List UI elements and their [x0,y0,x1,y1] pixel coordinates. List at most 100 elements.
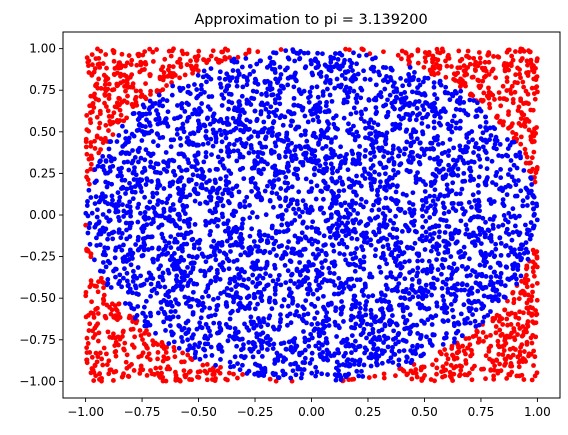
outside-point [476,83,482,89]
outside-point [213,376,218,381]
inside-point [89,210,95,216]
outside-point [472,66,478,72]
inside-point [202,335,207,341]
inside-point [297,56,302,62]
outside-point [433,357,439,363]
inside-point [357,323,363,329]
outside-point [85,59,91,65]
inside-point [352,338,358,344]
inside-point [105,170,111,176]
inside-point [352,226,357,232]
inside-point [178,88,183,93]
inside-point [307,360,313,366]
inside-point [367,216,372,221]
inside-point [241,176,247,182]
inside-point [346,121,351,127]
inside-point [368,363,374,369]
outside-point [107,367,113,373]
inside-point [430,198,436,204]
inside-point [170,179,176,185]
outside-point [135,52,141,57]
inside-point [212,312,218,318]
outside-point [223,55,228,61]
inside-point [208,66,214,71]
inside-point [403,78,409,84]
inside-point [362,153,368,159]
outside-point [226,370,232,376]
outside-point [83,144,89,150]
inside-point [419,295,425,301]
inside-point [150,257,156,262]
outside-point [162,56,168,62]
inside-point [254,214,260,220]
inside-point [377,337,383,342]
outside-point [505,298,510,304]
outside-point [516,364,522,370]
inside-point [313,110,318,116]
inside-point [206,267,212,273]
inside-point [123,220,129,226]
inside-point [124,186,130,192]
inside-point [224,71,230,77]
inside-point [481,230,487,236]
inside-point [305,268,311,274]
inside-point [413,176,419,182]
outside-point [94,283,99,289]
inside-point [301,50,307,56]
outside-point [100,279,105,285]
inside-point [239,336,245,342]
inside-point [265,322,271,328]
inside-point [171,257,177,262]
outside-point [119,99,125,105]
outside-point [531,273,537,279]
inside-point [392,247,398,253]
outside-point [413,367,419,372]
inside-point [237,305,243,310]
inside-point [223,300,229,305]
inside-point [186,160,192,166]
outside-point [523,88,529,94]
inside-point [154,190,160,196]
inside-point [417,336,423,341]
inside-point [491,285,496,291]
inside-point [481,303,487,309]
outside-point [516,296,522,302]
inside-point [205,285,211,291]
inside-point [306,281,312,287]
outside-point [503,360,509,366]
inside-point [108,285,114,290]
inside-point [242,250,248,255]
inside-point [105,236,110,242]
outside-point [102,82,108,88]
inside-point [325,135,331,141]
inside-point [363,312,369,318]
inside-point [119,284,125,290]
inside-point [254,89,260,95]
inside-point [332,282,338,288]
inside-point [144,277,150,283]
outside-point [517,326,523,331]
inside-point [176,151,182,157]
inside-point [256,315,261,321]
inside-point [324,310,330,315]
inside-point [274,133,280,139]
inside-point [275,93,281,98]
inside-point [446,126,452,132]
outside-point [225,47,231,53]
outside-point [418,367,424,373]
inside-point [394,322,400,328]
inside-point [86,225,92,231]
outside-point [128,62,134,67]
inside-point [227,141,232,147]
inside-point [456,201,462,207]
inside-point [250,341,256,347]
inside-point [92,257,97,263]
outside-point [470,93,476,99]
outside-point [526,119,532,124]
inside-point [269,92,274,98]
inside-point [190,266,196,272]
inside-point [419,207,425,212]
inside-point [483,150,489,155]
inside-point [333,201,339,206]
inside-point [317,100,323,106]
